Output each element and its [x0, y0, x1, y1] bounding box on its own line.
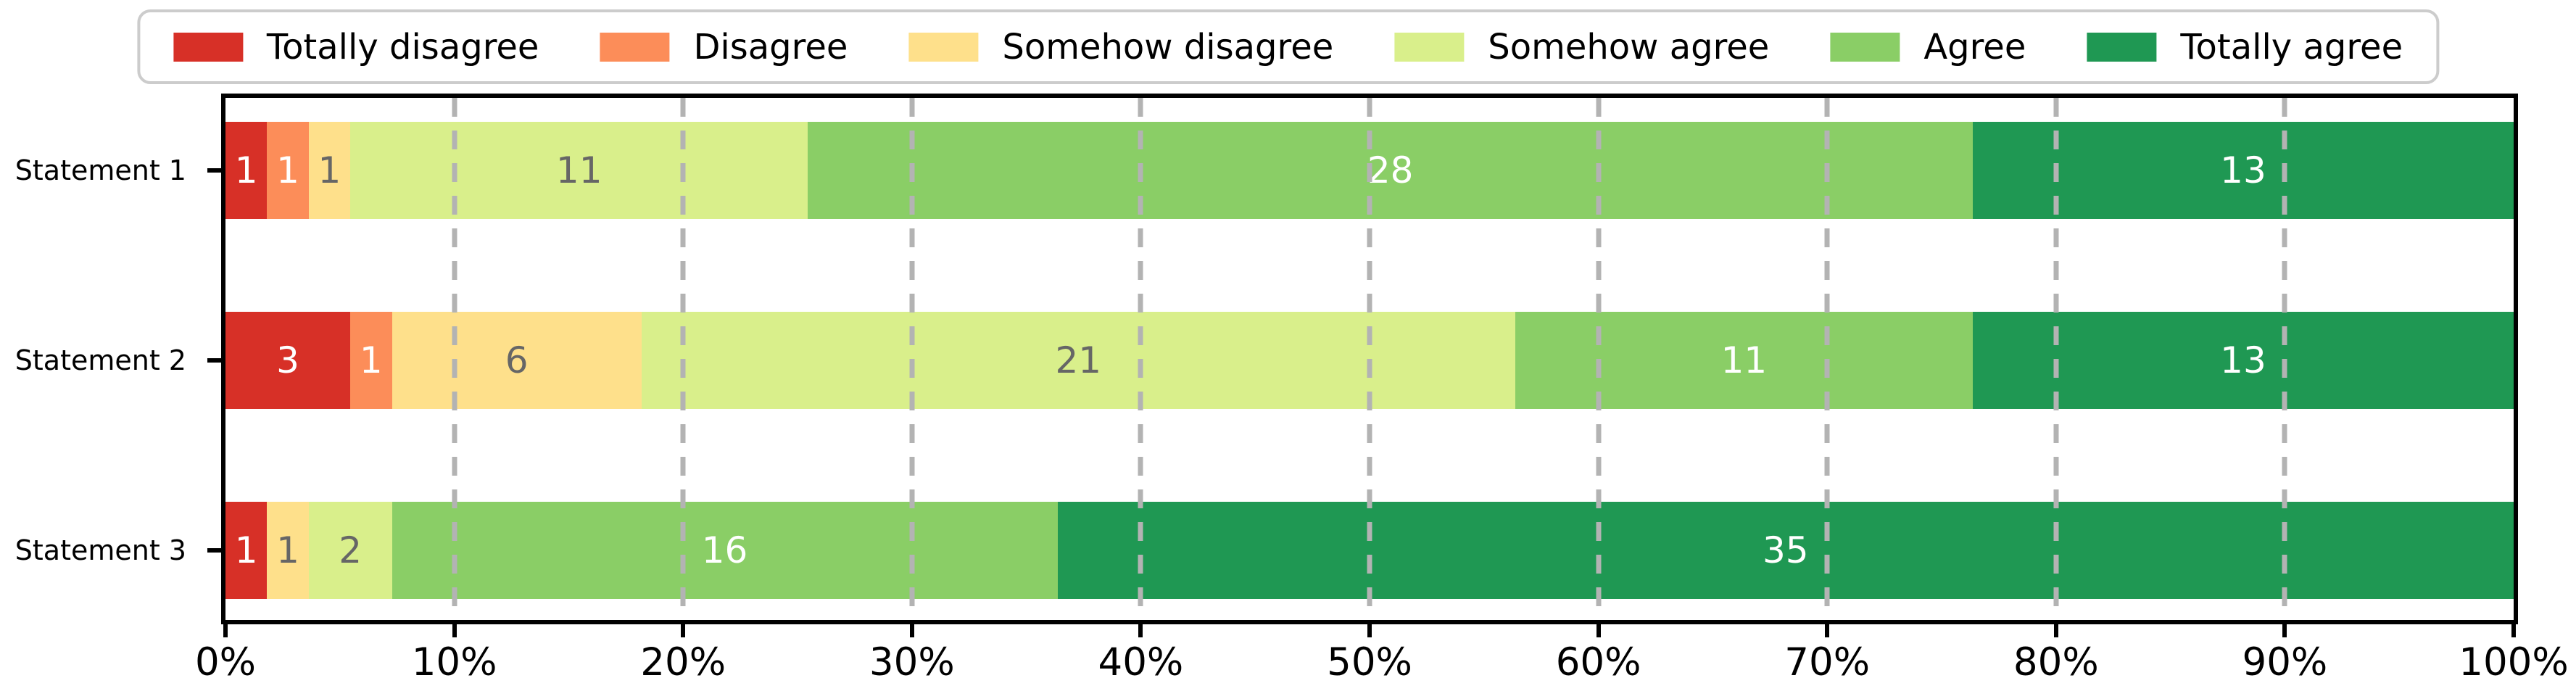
bar-segment-value: 1	[276, 529, 299, 571]
bar-segment-value: 28	[1367, 149, 1414, 191]
y-tick-mark	[207, 358, 221, 363]
y-tick-mark	[207, 548, 221, 553]
x-tick-label-80-: 80%	[2013, 640, 2099, 684]
bar-segment-value: 21	[1055, 339, 1102, 381]
bar-segment-statement-1-disagree: 1	[267, 122, 309, 219]
bar-segment-value: 3	[276, 339, 299, 381]
bar-segment-value: 16	[701, 529, 748, 571]
y-tick-mark	[207, 168, 221, 173]
x-tick-label-40-: 40%	[1098, 640, 1184, 684]
plot-area: 1 1 1 11 28 13 3 1 6 21 11 13 1 1 2 16 35 0% 10% 20% 30% 40% 5…	[195, 94, 2569, 682]
gridline-20-pct	[680, 98, 686, 620]
legend-label: Agree	[1923, 26, 2026, 67]
bar-segment-statement-2-totally-agree: 13	[1973, 312, 2514, 409]
x-tick-mark	[1367, 620, 1372, 637]
gridline-40-pct	[1138, 98, 1143, 620]
bar-segment-value: 2	[339, 529, 363, 571]
bar-segment-statement-2-agree: 11	[1515, 312, 1973, 409]
y-axis-label-statement-1: Statement 1	[15, 154, 186, 186]
x-tick-label-0-: 0%	[194, 640, 257, 684]
bar-segment-statement-3-agree: 16	[392, 502, 1058, 599]
bar-segment-statement-2-somehow-agree: 21	[641, 312, 1515, 409]
legend-swatch-icon	[600, 32, 670, 62]
legend-item-totally-disagree: Totally disagree	[173, 30, 539, 65]
y-axis-label-statement-2: Statement 2	[15, 344, 186, 376]
y-axis-labels: Statement 1 Statement 2 Statement 3	[0, 98, 221, 620]
x-tick-label-30-: 30%	[869, 640, 955, 684]
gridline-70-pct	[1824, 98, 1830, 620]
bar-segment-statement-1-somehow-disagree: 1	[308, 122, 351, 219]
bar-segment-value: 35	[1762, 529, 1809, 571]
bar-segment-statement-2-disagree: 1	[350, 312, 392, 409]
bar-segment-value: 1	[359, 339, 383, 381]
legend-swatch-icon	[908, 32, 979, 62]
legend-item-somehow-disagree: Somehow disagree	[908, 30, 1333, 65]
legend-swatch-icon	[2087, 32, 2157, 62]
legend-swatch-icon	[1830, 32, 1900, 62]
bar-row-statement-1: 1 1 1 11 28 13	[225, 122, 2514, 219]
x-tick-mark	[909, 620, 914, 637]
gridline-30-pct	[909, 98, 915, 620]
bar-segment-value: 11	[1720, 339, 1768, 381]
legend-item-somehow-agree: Somehow agree	[1394, 30, 1769, 65]
legend-item-agree: Agree	[1830, 30, 2026, 65]
bar-segment-statement-3-totally-disagree: 1	[225, 502, 268, 599]
legend-swatch-icon	[173, 32, 243, 62]
legend-swatch-icon	[1394, 32, 1465, 62]
legend-label: Totally disagree	[266, 26, 539, 67]
bar-segment-statement-3-somehow-agree: 2	[308, 502, 392, 599]
x-tick-label-90-: 90%	[2242, 640, 2328, 684]
bar-segment-statement-2-somehow-disagree: 6	[392, 312, 642, 409]
x-tick-label-20-: 20%	[640, 640, 726, 684]
bar-segment-value: 1	[234, 149, 258, 191]
gridline-10-pct	[452, 98, 457, 620]
bar-row-statement-3: 1 1 2 16 35	[225, 502, 2514, 599]
gridline-60-pct	[1596, 98, 1602, 620]
bar-segment-value: 1	[234, 529, 258, 571]
bar-segment-statement-1-totally-agree: 13	[1973, 122, 2514, 219]
bar-segment-value: 13	[2220, 149, 2266, 191]
legend: Totally disagree Disagree Somehow disagree…	[136, 9, 2440, 84]
gridline-80-pct	[2053, 98, 2059, 620]
x-tick-mark	[452, 620, 457, 637]
bar-segment-statement-1-agree: 28	[808, 122, 1973, 219]
bar-segment-value: 6	[505, 339, 529, 381]
x-tick-label-60-: 60%	[1555, 640, 1641, 684]
x-tick-mark	[2053, 620, 2058, 637]
legend-item-totally-agree: Totally agree	[2087, 30, 2403, 65]
bar-segment-statement-1-somehow-agree: 11	[350, 122, 808, 219]
bar-segment-statement-3-somehow-disagree: 1	[267, 502, 309, 599]
bar-segment-value: 1	[276, 149, 299, 191]
x-tick-mark	[2282, 620, 2287, 637]
x-tick-mark	[1138, 620, 1143, 637]
gridline-50-pct	[1367, 98, 1372, 620]
bar-segment-statement-1-totally-disagree: 1	[225, 122, 268, 219]
x-tick-mark	[1825, 620, 1830, 637]
legend-item-disagree: Disagree	[600, 30, 848, 65]
x-tick-label-100-: 100%	[2459, 640, 2569, 684]
legend-label: Somehow agree	[1488, 26, 1770, 67]
bar-segment-value: 1	[318, 149, 341, 191]
x-tick-label-50-: 50%	[1327, 640, 1412, 684]
bar-segment-value: 13	[2220, 339, 2266, 381]
bar-segment-value: 11	[555, 149, 602, 191]
x-tick-label-70-: 70%	[1784, 640, 1871, 684]
legend-label: Somehow disagree	[1002, 26, 1334, 67]
x-tick-mark	[2511, 620, 2516, 637]
gridline-90-pct	[2282, 98, 2287, 620]
x-tick-mark	[681, 620, 686, 637]
bar-segment-statement-2-totally-disagree: 3	[225, 312, 351, 409]
x-tick-mark	[1596, 620, 1601, 637]
legend-label: Disagree	[693, 26, 848, 67]
legend-label: Totally agree	[2180, 26, 2403, 67]
bar-segment-statement-3-totally-agree: 35	[1057, 502, 2514, 599]
x-tick-label-10-: 10%	[411, 640, 497, 684]
x-tick-mark	[223, 620, 228, 637]
y-axis-label-statement-3: Statement 3	[15, 534, 186, 566]
